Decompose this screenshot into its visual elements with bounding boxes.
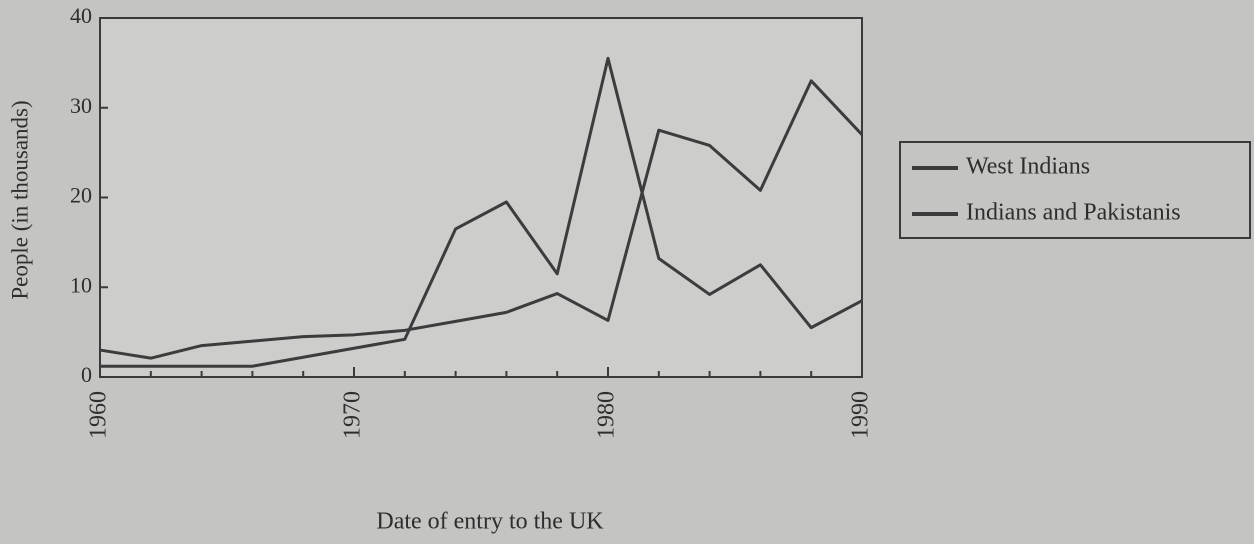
y-axis-label: People (in thousands) <box>7 100 32 299</box>
y-tick-label: 10 <box>70 272 92 297</box>
y-tick-label: 30 <box>70 93 92 118</box>
legend-label: Indians and Pakistanis <box>966 200 1181 226</box>
plot-area <box>99 17 863 378</box>
series-line <box>99 79 864 360</box>
x-tick-label: 1990 <box>848 391 874 439</box>
y-tick-label: 0 <box>81 362 92 387</box>
x-axis-label: Date of entry to the UK <box>376 509 604 535</box>
y-tick-label: 40 <box>70 3 92 28</box>
legend-label: West Indians <box>966 154 1090 180</box>
legend-box <box>899 141 1251 239</box>
x-tick-label: 1960 <box>86 391 112 439</box>
y-tick-label: 20 <box>70 183 92 208</box>
series-line <box>100 56 863 368</box>
x-tick-label: 1980 <box>594 391 620 439</box>
x-tick-label: 1970 <box>340 391 366 439</box>
